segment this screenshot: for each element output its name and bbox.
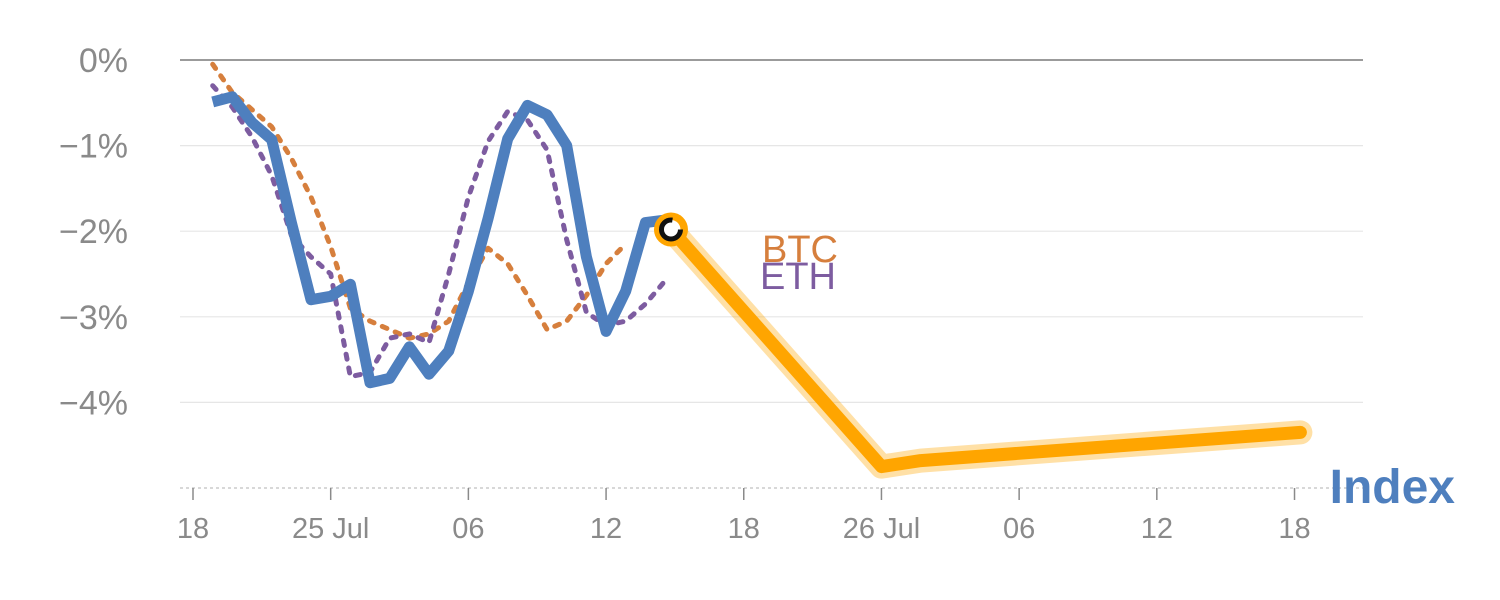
- y-axis: 0% −1% −2% −3% −4%: [59, 42, 128, 422]
- x-tick-label: 25 Jul: [292, 513, 369, 545]
- x-tick-label: 06: [452, 513, 484, 545]
- x-tick-label: 26 Jul: [843, 513, 920, 545]
- index-start-marker: [658, 217, 683, 242]
- gridlines: [180, 59, 1363, 403]
- y-tick-label: −2%: [59, 213, 128, 251]
- index-line: [664, 223, 1307, 474]
- x-tick-label: 18: [1278, 513, 1310, 545]
- x-tick-label: 12: [1141, 513, 1173, 545]
- series-label-eth: ETH: [760, 256, 836, 298]
- y-tick-label: −3%: [59, 299, 128, 337]
- x-axis: 18 25 Jul 06 12 18 26 Jul 06 12 18: [177, 487, 1363, 545]
- x-tick-label: 06: [1003, 513, 1035, 545]
- y-tick-label: −4%: [59, 384, 128, 422]
- series-line-main: [211, 91, 666, 389]
- y-tick-label: 0%: [79, 42, 128, 80]
- series-line-btc: [210, 61, 629, 341]
- highlight-line: [659, 217, 1313, 479]
- x-tick-label: 18: [177, 513, 209, 545]
- series-label-btc: BTC: [762, 229, 838, 271]
- series-lines: [210, 61, 668, 389]
- y-tick-label: −1%: [59, 128, 128, 166]
- x-tick-label: 12: [590, 513, 622, 545]
- x-tick-label: 18: [728, 513, 760, 545]
- index-label: Index: [1330, 461, 1456, 514]
